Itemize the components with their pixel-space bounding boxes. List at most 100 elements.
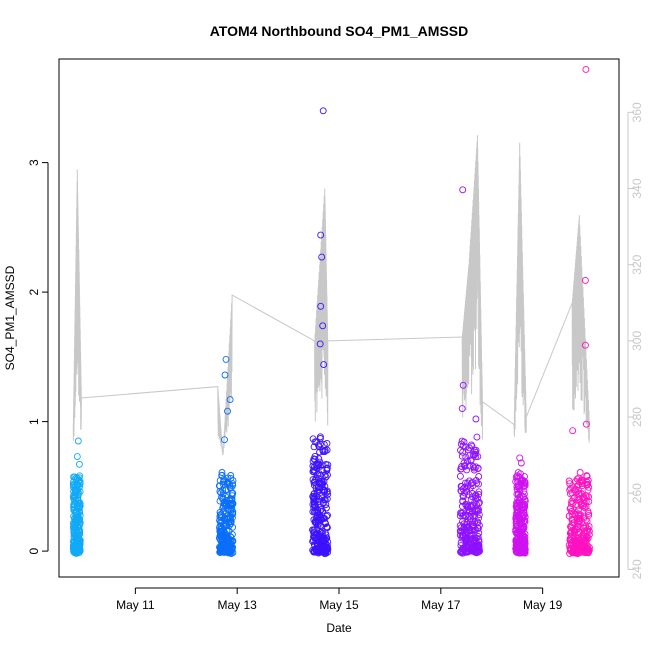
data-point <box>472 491 480 499</box>
data-point-outlier <box>222 355 230 363</box>
data-point <box>314 521 322 529</box>
data-point <box>225 518 232 526</box>
data-point <box>223 527 231 535</box>
data-point <box>585 509 593 517</box>
data-point <box>457 524 465 532</box>
y2-tick-label: 240 <box>630 559 644 579</box>
data-point <box>475 536 483 544</box>
data-point <box>321 529 329 537</box>
data-point <box>220 507 228 515</box>
data-point-outlier <box>458 405 466 413</box>
data-point <box>218 469 226 476</box>
data-point <box>567 545 575 553</box>
data-point <box>313 539 321 547</box>
data-point-outlier <box>459 186 467 194</box>
data-point <box>318 492 326 500</box>
data-point <box>473 433 481 441</box>
data-point <box>74 514 82 522</box>
data-point <box>513 483 521 491</box>
data-point <box>318 507 326 515</box>
data-point-outlier <box>472 415 480 423</box>
data-point <box>312 514 320 522</box>
data-point <box>311 502 319 510</box>
data-point <box>227 533 235 541</box>
data-point <box>458 452 466 460</box>
y2-tick-label: 260 <box>630 483 644 503</box>
data-point <box>567 532 575 540</box>
data-point <box>320 496 328 504</box>
data-point <box>572 501 580 509</box>
data-point <box>460 493 467 501</box>
data-point <box>323 495 331 503</box>
data-point <box>474 453 482 461</box>
data-point <box>69 480 77 488</box>
data-point <box>576 469 584 476</box>
data-point <box>473 479 481 487</box>
x-tick-label: May 19 <box>523 598 563 612</box>
data-point <box>470 464 478 472</box>
data-point <box>321 514 329 522</box>
data-point <box>586 544 593 552</box>
data-point <box>310 443 318 451</box>
data-point <box>466 512 474 520</box>
data-point-outlier <box>317 302 325 310</box>
y-tick-label: 0 <box>27 547 41 554</box>
data-point <box>71 473 79 481</box>
data-point <box>518 541 526 549</box>
data-point <box>471 526 479 534</box>
data-point <box>519 525 526 533</box>
data-point-outlier <box>582 420 590 428</box>
data-point <box>225 480 233 488</box>
data-point <box>514 490 522 498</box>
x-tick-label: May 11 <box>116 598 155 612</box>
x-tick-label: May 15 <box>319 598 359 612</box>
data-point <box>475 511 483 519</box>
data-point <box>458 437 466 445</box>
data-point <box>223 534 231 542</box>
data-point <box>315 455 323 463</box>
data-point <box>70 488 78 496</box>
data-point <box>463 520 471 528</box>
data-point <box>462 512 470 520</box>
data-point <box>576 512 584 520</box>
data-point <box>576 516 584 524</box>
data-point <box>228 489 236 497</box>
data-point <box>579 502 586 510</box>
data-point <box>513 474 521 482</box>
data-point <box>474 495 481 502</box>
data-point-outlier <box>319 107 327 115</box>
data-point <box>475 541 483 549</box>
data-point <box>219 478 227 486</box>
data-point <box>74 502 81 510</box>
data-point <box>461 461 469 469</box>
data-point-outlier <box>224 407 231 415</box>
y-tick-label: 1 <box>27 418 41 425</box>
data-point <box>467 456 475 464</box>
data-point <box>75 515 83 523</box>
y-tick-label: 2 <box>27 288 41 295</box>
data-point <box>323 488 331 496</box>
data-point <box>222 541 230 549</box>
data-point <box>316 433 324 441</box>
data-point <box>516 498 524 506</box>
data-point <box>457 539 465 547</box>
data-point <box>585 498 593 505</box>
data-point <box>312 530 320 538</box>
data-point <box>324 538 332 546</box>
data-point <box>313 492 320 500</box>
data-point <box>475 480 482 488</box>
data-point <box>218 472 226 479</box>
data-point <box>474 464 482 472</box>
data-point <box>227 506 235 514</box>
y-axis-label: SO4_PM1_AMSSD <box>3 265 17 370</box>
y2-tick-label: 340 <box>630 178 644 198</box>
data-point <box>575 506 582 514</box>
data-point <box>568 516 576 524</box>
data-point <box>475 473 483 480</box>
y2-tick-label: 300 <box>630 331 644 351</box>
data-point-outlier <box>221 436 228 444</box>
data-point <box>518 539 526 547</box>
data-point <box>568 521 576 529</box>
data-point <box>581 544 589 552</box>
